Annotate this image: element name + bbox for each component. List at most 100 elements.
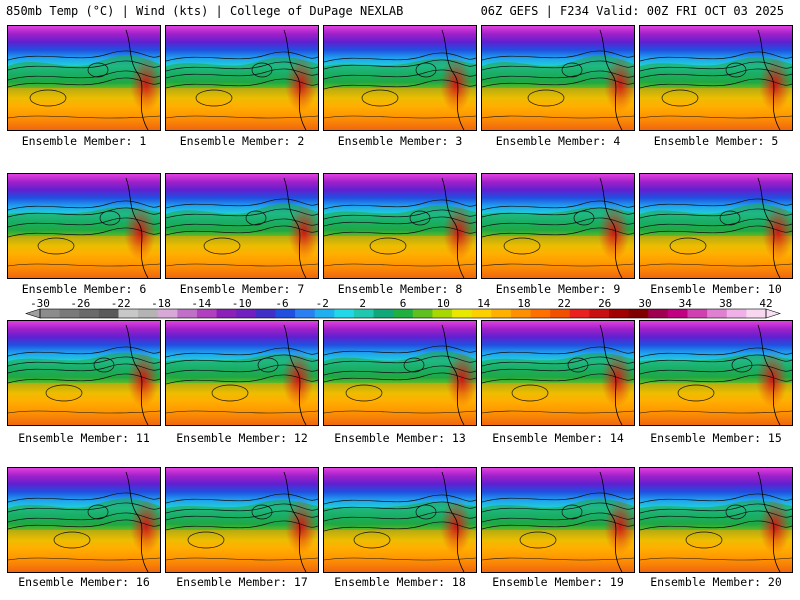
- colorbar-swatch: [746, 309, 767, 318]
- ensemble-member-label: Ensemble Member: 6: [21, 282, 147, 296]
- ensemble-map-panel: [7, 320, 161, 426]
- colorbar-tick-label: -26: [70, 297, 90, 310]
- colorbar-tick-label: -10: [232, 297, 252, 310]
- warm-land-area: [285, 498, 317, 554]
- colorbar-swatch: [157, 309, 178, 318]
- colorbar-swatch: [138, 309, 159, 318]
- warm-land-area: [601, 351, 633, 407]
- colorbar-swatch: [98, 309, 119, 318]
- ensemble-map-panel: [639, 25, 793, 131]
- ensemble-member-label: Ensemble Member: 9: [495, 282, 621, 296]
- ensemble-member-label: Ensemble Member: 13: [334, 431, 466, 445]
- colorbar-swatch: [550, 309, 571, 318]
- ensemble-member-label: Ensemble Member: 19: [492, 575, 624, 589]
- colorbar-swatch: [295, 309, 316, 318]
- colorbar-tick-label: 6: [400, 297, 407, 310]
- ensemble-map-panel: [7, 173, 161, 279]
- warm-land-area: [285, 56, 317, 112]
- colorbar-swatch: [353, 309, 375, 318]
- colorbar-swatch: [40, 309, 61, 318]
- colorbar-swatch: [471, 309, 492, 318]
- colorbar-swatch: [707, 309, 728, 318]
- colorbar-swatch: [79, 309, 100, 318]
- ensemble-member-label: Ensemble Member: 16: [18, 575, 150, 589]
- colorbar-tick-label: -14: [191, 297, 211, 310]
- colorbar-swatch: [530, 309, 551, 318]
- ensemble-member-label: Ensemble Member: 14: [492, 431, 624, 445]
- warm-land-area: [288, 204, 318, 260]
- warm-land-area: [604, 498, 634, 554]
- colorbar-tick-label: 2: [359, 297, 366, 310]
- colorbar-swatch: [196, 309, 218, 318]
- colorbar-swatch: [589, 309, 610, 318]
- colorbar-swatch: [510, 309, 532, 318]
- colorbar-swatch: [648, 309, 669, 318]
- ensemble-map-panel: [639, 173, 793, 279]
- warm-land-area: [443, 204, 475, 260]
- warm-land-area: [440, 56, 472, 112]
- colorbar-left-arrow: [25, 308, 41, 319]
- colorbar-tick-label: 34: [679, 297, 693, 310]
- title-left: 850mb Temp (°C) | Wind (kts) | College o…: [6, 4, 404, 18]
- colorbar-tick-label: -2: [316, 297, 329, 310]
- colorbar-swatch: [687, 309, 708, 318]
- colorbar-tick-label: 42: [759, 297, 772, 310]
- ensemble-member-label: Ensemble Member: 12: [176, 431, 308, 445]
- ensemble-member-label: Ensemble Member: 11: [18, 431, 150, 445]
- colorbar-swatch: [569, 309, 590, 318]
- ensemble-member-label: Ensemble Member: 17: [176, 575, 308, 589]
- warm-land-area: [756, 351, 788, 407]
- ensemble-map-panel: [165, 173, 319, 279]
- colorbar-swatch: [236, 309, 257, 318]
- colorbar-swatch: [334, 309, 355, 318]
- colorbar-tick-label: 38: [719, 297, 732, 310]
- colorbar-tick-label: -22: [111, 297, 131, 310]
- ensemble-member-label: Ensemble Member: 3: [337, 134, 463, 148]
- ensemble-map-panel: [323, 320, 477, 426]
- temperature-colorbar: -30 -26 -22 -18 -14 -10 -6 -2 2 6 10 14 18 22 26 30 34 38…: [25, 297, 781, 319]
- colorbar-swatch: [255, 309, 276, 318]
- colorbar-tick-label: -18: [151, 297, 171, 310]
- colorbar-swatch: [491, 309, 512, 318]
- ensemble-member-label: Ensemble Member: 2: [179, 134, 305, 148]
- colorbar-swatch: [432, 309, 453, 318]
- colorbar-tick-label: 30: [638, 297, 651, 310]
- colorbar-swatch: [393, 309, 414, 318]
- colorbar-tick-label: 22: [558, 297, 571, 310]
- warm-land-area: [759, 56, 791, 112]
- ensemble-map-panel: [7, 25, 161, 131]
- ensemble-map-panel: [165, 25, 319, 131]
- ensemble-member-label: Ensemble Member: 20: [650, 575, 782, 589]
- ensemble-member-label: Ensemble Member: 1: [21, 134, 147, 148]
- ensemble-map-panel: [7, 467, 161, 573]
- colorbar-tick-label: 10: [437, 297, 450, 310]
- colorbar-swatch: [216, 309, 237, 318]
- colorbar-tick-label: 14: [477, 297, 491, 310]
- colorbar-swatch: [177, 309, 198, 318]
- ensemble-member-label: Ensemble Member: 10: [650, 282, 782, 296]
- warm-land-area: [598, 204, 630, 260]
- colorbar-tick-label: -6: [275, 297, 288, 310]
- warm-land-area: [759, 498, 791, 554]
- ensemble-map-panel: [481, 173, 635, 279]
- ensemble-member-label: Ensemble Member: 5: [653, 134, 779, 148]
- ensemble-map-panel: [481, 25, 635, 131]
- ensemble-member-label: Ensemble Member: 7: [179, 282, 305, 296]
- ensemble-map-panel: [639, 320, 793, 426]
- colorbar-tick-label: 26: [598, 297, 611, 310]
- warm-land-area: [130, 56, 160, 112]
- warm-land-area: [440, 498, 472, 554]
- warm-land-area: [127, 351, 159, 407]
- warm-land-area: [762, 204, 792, 260]
- ensemble-map-panel: [165, 320, 319, 426]
- colorbar-swatch: [275, 309, 296, 318]
- colorbar-swatch: [118, 309, 139, 318]
- colorbar-swatch: [726, 309, 747, 318]
- colorbar-swatch: [373, 309, 394, 318]
- ensemble-map-panel: [481, 320, 635, 426]
- ensemble-map-panel: [323, 25, 477, 131]
- warm-land-area: [282, 351, 314, 407]
- ensemble-map-panel: [639, 467, 793, 573]
- colorbar-swatch: [59, 309, 80, 318]
- colorbar-swatch: [609, 309, 630, 318]
